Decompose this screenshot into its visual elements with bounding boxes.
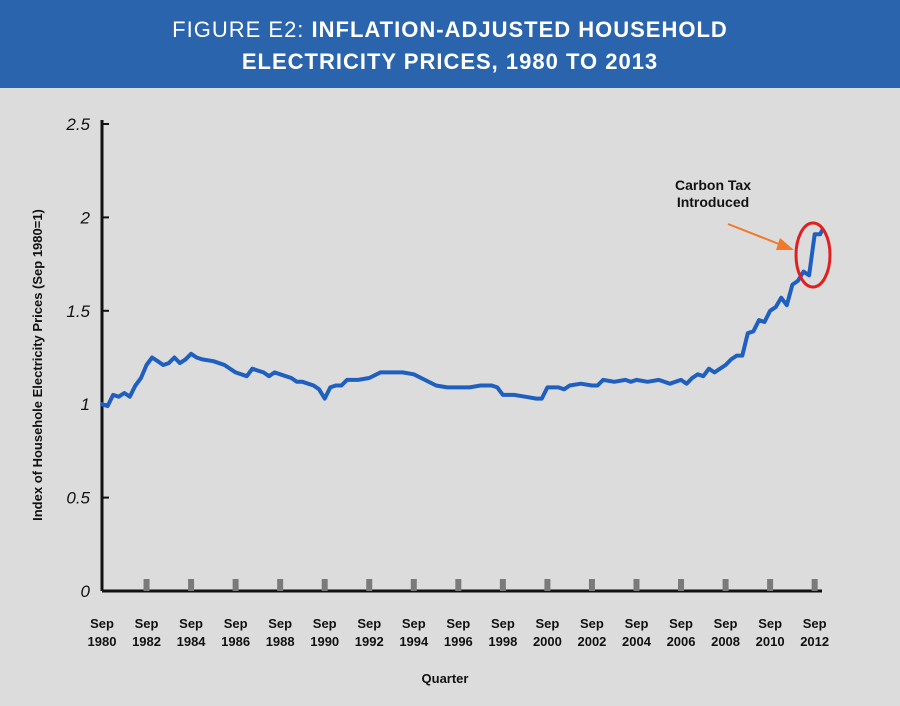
annotation-arrow-shaft	[727, 223, 785, 247]
x-tick-label-year: 2002	[577, 634, 606, 649]
x-tick-label-year: 2006	[667, 634, 696, 649]
x-tick-label-year: 1986	[221, 634, 250, 649]
x-tick-mark	[499, 579, 506, 591]
x-tick-mark	[232, 579, 239, 591]
y-tick-label: 0	[81, 582, 91, 601]
x-tick-label-month: Sep	[268, 616, 292, 631]
chart-title-banner: FIGURE E2: INFLATION-ADJUSTED HOUSEHOLD …	[0, 0, 900, 88]
x-tick-mark	[767, 579, 774, 591]
x-tick-mark	[188, 579, 195, 591]
x-tick-label-month: Sep	[357, 616, 381, 631]
chart-axes	[100, 120, 822, 593]
x-tick-label-year: 2000	[533, 634, 562, 649]
y-tick-label: 1	[81, 395, 90, 414]
annotation-text-line-1: Carbon Tax	[675, 177, 751, 193]
x-tick-mark	[633, 579, 640, 591]
y-tick-label: 2.5	[65, 115, 90, 134]
x-tick-label-year: 1990	[310, 634, 339, 649]
x-tick-label-month: Sep	[803, 616, 827, 631]
y-tick-label: 0.5	[66, 489, 90, 508]
x-tick-label-month: Sep	[224, 616, 248, 631]
x-tick-mark	[678, 579, 685, 591]
annotation-text-line-2: Introduced	[677, 194, 749, 210]
annotation-ellipse	[794, 221, 832, 289]
y-axis-label: Index of Househole Electricity Prices (S…	[30, 209, 45, 521]
chart-title-main: INFLATION-ADJUSTED HOUSEHOLD	[311, 17, 728, 42]
x-tick-label-year: 1980	[88, 634, 117, 649]
chart-title-line-1: FIGURE E2: INFLATION-ADJUSTED HOUSEHOLD	[0, 14, 900, 46]
x-tick-label-month: Sep	[402, 616, 426, 631]
x-tick-label-month: Sep	[90, 616, 114, 631]
x-tick-mark	[410, 579, 417, 591]
x-tick-label-month: Sep	[313, 616, 337, 631]
x-tick-label-year: 1996	[444, 634, 473, 649]
x-tick-mark	[321, 579, 328, 591]
y-tick-label: 1.5	[66, 302, 90, 321]
y-tick-labels: 0 0.5 1 1.5 2 2.5	[65, 115, 109, 601]
x-tick-label-month: Sep	[535, 616, 559, 631]
series-line	[100, 228, 824, 409]
x-tick-label-year: 1994	[399, 634, 429, 649]
x-axis-label: Quarter	[422, 671, 469, 686]
x-tick-label-year: 2012	[800, 634, 829, 649]
x-tick-label-month: Sep	[446, 616, 470, 631]
x-tick-label-month: Sep	[758, 616, 782, 631]
y-tick-label: 2	[80, 208, 91, 227]
x-tick-label-month: Sep	[714, 616, 738, 631]
x-tick-label-year: 2010	[756, 634, 785, 649]
x-tick-mark	[455, 579, 462, 591]
x-tick-mark	[588, 579, 595, 591]
x-tick-labels: Sep 1980 Sep 1982 Sep 1984 Sep 1986 Sep 1988 Sep 19…	[88, 579, 829, 649]
x-tick-label-month: Sep	[179, 616, 203, 631]
x-tick-mark	[277, 579, 284, 591]
x-tick-label-month: Sep	[491, 616, 515, 631]
x-tick-label-year: 1984	[177, 634, 207, 649]
x-tick-mark	[722, 579, 729, 591]
chart-title-line-2: ELECTRICITY PRICES, 1980 TO 2013	[241, 49, 659, 74]
x-tick-label-year: 1982	[132, 634, 161, 649]
x-tick-mark	[544, 579, 551, 591]
x-tick-label-year: 1992	[355, 634, 384, 649]
x-tick-label-month: Sep	[669, 616, 693, 631]
x-tick-label-year: 1998	[488, 634, 517, 649]
x-tick-mark	[811, 579, 818, 591]
x-tick-label-month: Sep	[135, 616, 159, 631]
x-tick-label-year: 2004	[622, 634, 652, 649]
x-tick-mark	[366, 579, 373, 591]
x-tick-label-year: 2008	[711, 634, 740, 649]
x-tick-label-year: 1988	[266, 634, 295, 649]
series-group	[100, 228, 824, 409]
x-tick-mark	[143, 579, 150, 591]
x-tick-label-month: Sep	[580, 616, 604, 631]
chart-title-prefix: FIGURE E2:	[172, 17, 305, 42]
annotation-arrow-head	[776, 238, 794, 250]
x-tick-label-month: Sep	[625, 616, 649, 631]
